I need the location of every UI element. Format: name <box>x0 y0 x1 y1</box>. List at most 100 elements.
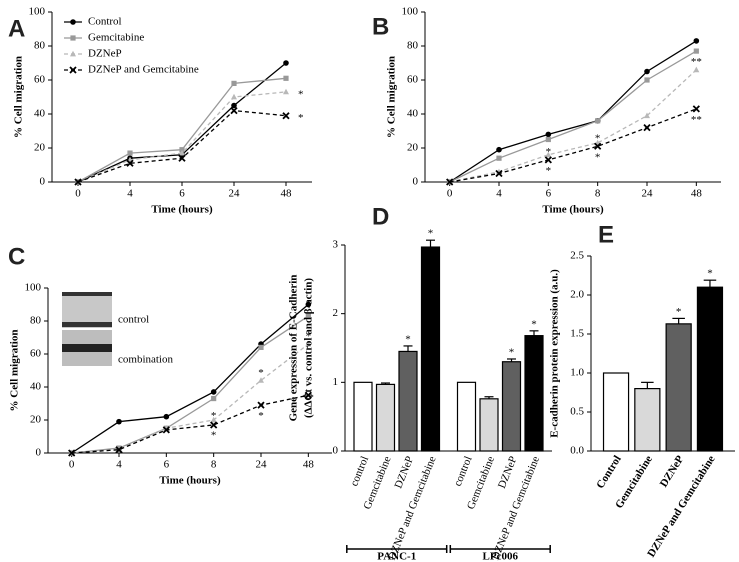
y-axis-title: % Cell migration <box>9 330 21 412</box>
data-point <box>210 416 217 423</box>
x-tick-label: 6 <box>546 188 552 200</box>
y-tick-label: 100 <box>29 6 46 18</box>
inset-image <box>62 322 112 327</box>
bar <box>479 398 499 452</box>
data-point <box>210 421 218 429</box>
data-point <box>116 418 122 425</box>
x-tick-label: 0 <box>447 188 453 200</box>
bar <box>456 381 477 452</box>
y-tick-label: 1.0 <box>570 367 584 379</box>
panel-letter: D <box>372 203 389 230</box>
y-axis-title: % Cell migration <box>386 56 398 138</box>
legend-marker <box>70 35 76 41</box>
significance-mark: * <box>428 228 434 240</box>
y-tick-label: 20 <box>30 414 42 426</box>
data-point <box>283 88 289 95</box>
x-tick-label: 24 <box>256 459 268 471</box>
legend-label: Gemcitabine <box>88 32 144 44</box>
x-tick-label: DZNeP and Gemcitabine <box>645 453 717 559</box>
legend-label: DZNeP and Gemcitabine <box>88 64 199 76</box>
panel-letter: E <box>598 221 614 248</box>
group-label: PANC-1 <box>377 551 416 562</box>
inset-image <box>62 344 112 352</box>
data-point <box>283 75 289 81</box>
data-point <box>544 156 552 164</box>
data-point <box>283 60 289 66</box>
y-axis-title: (ΔΔCt vs. control and β-actin) <box>303 278 315 418</box>
panel-letter: B <box>372 13 389 40</box>
x-tick-label: 4 <box>496 188 502 200</box>
x-tick-label: 0 <box>69 459 75 471</box>
x-tick-label: 4 <box>127 188 133 200</box>
x-tick-label: 24 <box>642 188 654 200</box>
x-tick-label: 8 <box>211 459 217 471</box>
significance-mark: * <box>405 333 411 345</box>
x-axis-title: Time (hours) <box>151 204 213 216</box>
data-point <box>230 106 238 115</box>
series-line <box>71 304 309 454</box>
x-tick-label: 6 <box>179 188 185 200</box>
data-point <box>305 313 311 319</box>
data-point <box>693 48 699 54</box>
data-point <box>282 112 290 120</box>
data-point <box>594 142 602 150</box>
series-line <box>71 343 309 454</box>
significance-mark: * <box>676 306 682 318</box>
significance-mark: * <box>595 133 601 145</box>
x-tick-label: 4 <box>116 459 122 471</box>
significance-mark: * <box>595 151 601 163</box>
data-point <box>115 446 123 454</box>
data-point <box>545 131 552 138</box>
x-axis-title: Time (hours) <box>159 475 221 487</box>
data-point <box>692 105 700 113</box>
significance-mark: * <box>509 347 515 359</box>
data-point <box>545 136 551 143</box>
x-tick-label: DZNeP <box>658 453 687 489</box>
x-tick-label: 48 <box>281 188 293 200</box>
data-point <box>693 66 700 73</box>
significance-mark: * <box>546 146 552 158</box>
y-tick-label: 0 <box>333 445 339 457</box>
data-point <box>644 77 650 83</box>
y-tick-label: 0 <box>36 447 42 459</box>
data-point <box>305 301 312 308</box>
data-point <box>231 102 237 109</box>
x-tick-label: control <box>348 455 371 488</box>
y-axis-title: E-cadherin protein expression (a.u.) <box>549 269 561 438</box>
data-point <box>258 344 264 350</box>
x-tick-label: DZNeP and Gemcitabine <box>386 454 439 561</box>
data-point <box>643 123 651 132</box>
significance-mark: * <box>258 367 264 379</box>
data-point <box>210 389 217 395</box>
data-point <box>644 68 650 75</box>
significance-mark: * <box>211 430 217 442</box>
y-tick-label: 100 <box>402 6 419 18</box>
y-tick-label: 0.0 <box>570 445 584 457</box>
series-line <box>77 77 287 183</box>
data-point <box>446 178 454 186</box>
x-tick-label: DZNeP <box>496 455 520 491</box>
x-tick-label: 48 <box>691 188 703 200</box>
group-bracket <box>346 545 448 553</box>
data-point <box>545 151 552 158</box>
data-point <box>231 93 237 100</box>
series-line <box>449 50 697 183</box>
data-point <box>163 413 170 420</box>
y-tick-label: 0.5 <box>570 406 584 418</box>
x-tick-label: 0 <box>75 188 81 200</box>
bar <box>353 381 373 452</box>
y-tick-label: 60 <box>34 74 46 86</box>
bar <box>524 335 544 452</box>
y-tick-label: 40 <box>34 108 46 120</box>
y-tick-label: 100 <box>25 282 42 294</box>
data-point <box>127 150 133 156</box>
significance-mark: * <box>707 268 713 280</box>
bar <box>634 388 661 452</box>
data-point <box>179 149 185 156</box>
significance-mark: * <box>258 410 264 422</box>
significance-mark: ** <box>303 392 314 404</box>
y-tick-label: 1.5 <box>570 328 584 340</box>
x-tick-label: DZNeP <box>392 455 416 491</box>
